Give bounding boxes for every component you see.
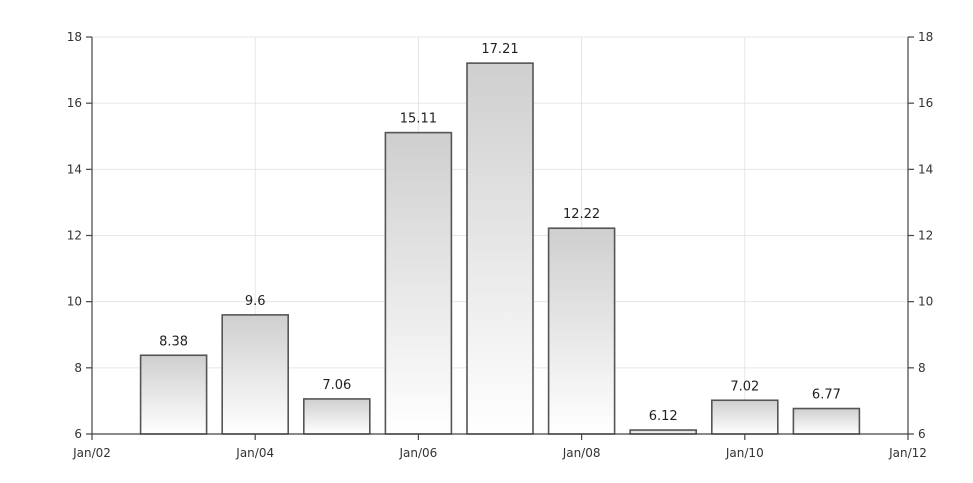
labels: 6 6 8 8 10 10 12 12 14 14 16 16 18 18 Jan/02 Jan/04 Jan/… [67, 30, 934, 460]
data-label: 17.21 [481, 42, 518, 57]
x-tick-label: Jan/10 [725, 446, 764, 460]
y-tick-label-left: 16 [67, 96, 82, 110]
y-tick-label-right: 14 [918, 162, 933, 176]
y-tick-label-left: 6 [74, 427, 82, 441]
x-tick-label: Jan/04 [235, 446, 274, 460]
x-tick-label: Jan/08 [562, 446, 601, 460]
y-tick-label-right: 6 [918, 427, 926, 441]
bar [139, 354, 208, 435]
data-label: 6.77 [812, 388, 841, 403]
bar [221, 314, 289, 435]
y-tick-label-right: 12 [918, 229, 933, 243]
data-label: 12.22 [563, 207, 600, 222]
y-tick-label-right: 16 [918, 96, 933, 110]
bar [384, 131, 453, 435]
x-tick-label: Jan/12 [888, 446, 927, 460]
data-label: 6.12 [649, 409, 678, 424]
bar [466, 62, 534, 435]
data-label: 7.06 [322, 378, 351, 393]
x-tick-label: Jan/02 [72, 446, 111, 460]
data-label: 9.6 [245, 294, 266, 309]
bar [710, 399, 779, 435]
x-tick-label: Jan/06 [398, 446, 437, 460]
data-label: 7.02 [730, 379, 759, 394]
y-tick-label-right: 8 [918, 361, 926, 375]
data-label: 8.38 [159, 334, 188, 349]
y-tick-label-left: 10 [67, 295, 82, 309]
y-tick-label-left: 8 [74, 361, 82, 375]
y-tick-label-left: 14 [67, 162, 82, 176]
bar [792, 407, 861, 435]
bar [547, 227, 616, 435]
y-tick-label-right: 10 [918, 295, 933, 309]
bar [302, 398, 371, 435]
axes [86, 36, 914, 440]
y-tick-label-left: 12 [67, 229, 82, 243]
y-tick-label-right: 18 [918, 30, 933, 44]
y-tick-label-left: 18 [67, 30, 82, 44]
data-label: 15.11 [400, 112, 437, 127]
